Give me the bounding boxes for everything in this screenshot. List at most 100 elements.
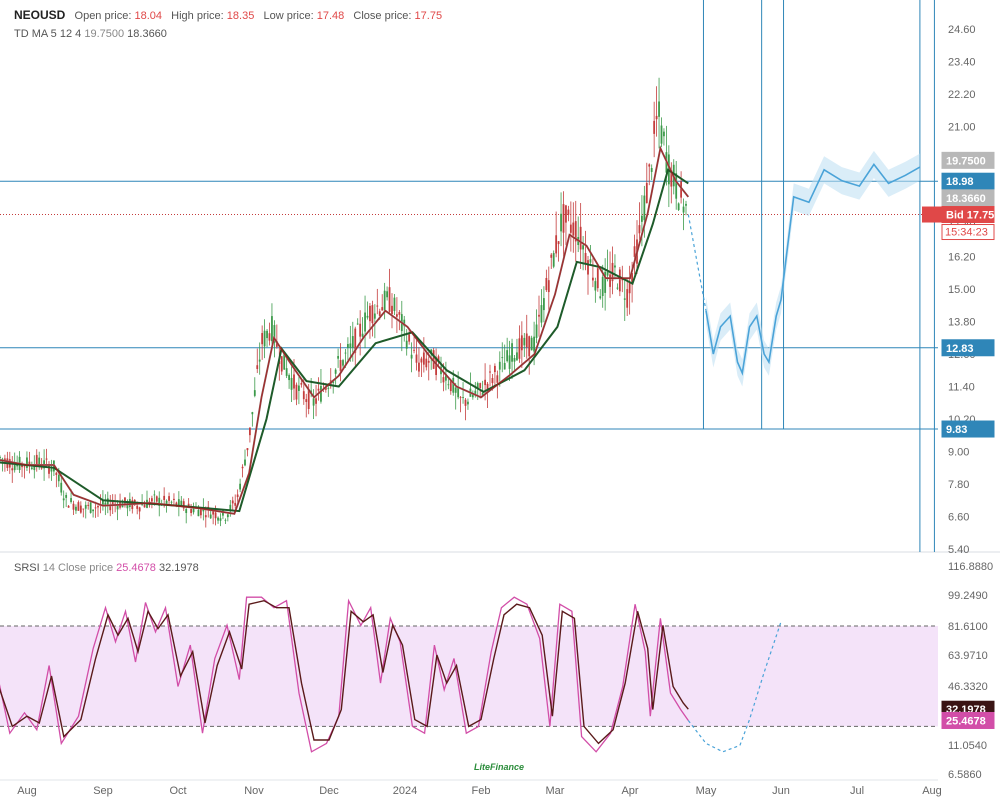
srsi-tag: 25.4678: [946, 715, 986, 727]
candle-body: [518, 338, 521, 359]
candle-body: [177, 499, 180, 507]
candle-body: [214, 512, 217, 519]
candle-body: [354, 328, 357, 353]
candle-body: [616, 287, 619, 289]
candle-body: [601, 276, 604, 297]
candle-body: [459, 396, 462, 398]
candle-body: [155, 496, 158, 502]
price-tag-bg: [941, 172, 995, 190]
candle-body: [212, 511, 215, 515]
candle-body: [94, 507, 97, 509]
candle-body: [305, 399, 308, 402]
ma-legend-value-2: 18.3660: [127, 28, 167, 40]
ma-legend-label: TD MA 5 12 4: [14, 28, 82, 40]
candle-body: [109, 505, 112, 511]
price-y-tick-label: 22.20: [948, 89, 976, 101]
candle-body: [481, 392, 484, 396]
candle-body: [23, 466, 26, 468]
candle-body: [369, 305, 371, 322]
srsi-y-tick-label: 116.8880: [948, 561, 993, 573]
candle-body: [317, 388, 320, 391]
candle-body: [452, 377, 455, 393]
candle-body: [427, 360, 430, 363]
candle-body: [231, 500, 234, 504]
candle-body: [234, 502, 237, 506]
price-tag-bg: [941, 151, 995, 169]
candle-body: [334, 369, 337, 374]
price-tag: 18.98: [946, 176, 974, 188]
srsi-y-tick-label: 11.0540: [948, 740, 987, 752]
price-tag: 9.83: [946, 424, 967, 436]
candle-body: [503, 362, 506, 370]
candle-body: [574, 221, 577, 242]
candle-body: [496, 375, 499, 383]
candle-body: [271, 316, 273, 342]
srsi-tag-bg: [941, 711, 995, 729]
price-y-tick-label: 23.40: [948, 57, 976, 69]
candle-body: [398, 312, 401, 315]
candle-body: [645, 182, 648, 204]
candle-body: [648, 164, 651, 167]
candle-body: [396, 314, 398, 317]
candle-body: [300, 383, 303, 385]
open-value: 18.04: [134, 10, 162, 22]
srsi-y-tick-label: 63.9710: [948, 650, 988, 662]
candle-body: [550, 254, 553, 258]
candle-body: [13, 464, 16, 471]
candle-body: [185, 509, 188, 514]
x-tick-label: Nov: [244, 785, 264, 797]
candle-body: [405, 340, 408, 349]
candle-body: [584, 252, 587, 265]
candle-body: [376, 305, 379, 307]
candle-body: [62, 498, 65, 501]
candle-body: [474, 390, 477, 395]
price-y-tick-label: 7.80: [948, 479, 969, 491]
candle-body: [356, 323, 359, 325]
srsi-legend: SRSI 14 Close price 25.4678 32.1978: [14, 562, 199, 574]
price-tag-bg: [941, 189, 995, 207]
x-tick-label: Jul: [850, 785, 864, 797]
candle-body: [670, 169, 673, 187]
candle-body: [315, 398, 317, 404]
ma-slow-gray-line: [0, 144, 690, 515]
candle-body: [168, 496, 170, 501]
candle-body: [268, 333, 271, 341]
candle-body: [104, 502, 107, 506]
low-label: Low price:: [263, 10, 314, 22]
open-label: Open price:: [74, 10, 132, 22]
projection-dashed-drop: [687, 214, 707, 311]
candle-body: [285, 368, 288, 376]
srsi-d-line: [0, 599, 689, 745]
ma-fast-line: [0, 145, 689, 515]
candle-body: [594, 281, 597, 291]
price-y-tick-label: 24.60: [948, 24, 976, 36]
candle-body: [491, 378, 494, 384]
candle-body: [273, 325, 276, 343]
candle-body: [337, 356, 339, 359]
close-label: Close price:: [353, 10, 412, 22]
candle-body: [638, 225, 641, 234]
countdown-tag: 15:34:23: [945, 227, 988, 239]
candle-body: [102, 499, 104, 507]
candle-body: [555, 235, 558, 254]
price-tag-bg: [941, 420, 995, 438]
candle-body: [569, 224, 572, 233]
price-y-tick-label: 5.40: [948, 544, 969, 556]
candle-body: [35, 454, 38, 466]
candle-body: [190, 508, 192, 513]
candle-body: [38, 457, 41, 465]
candle-body: [293, 374, 295, 389]
candle-body: [567, 209, 570, 215]
candle-body: [143, 504, 146, 508]
candle-body: [383, 290, 386, 311]
candle-body: [97, 505, 99, 508]
candle-body: [653, 120, 656, 134]
candle-body: [626, 289, 629, 308]
candle-body: [229, 504, 232, 512]
candle-body: [614, 265, 616, 268]
candle-body: [332, 380, 335, 383]
price-y-tick-label: 9.00: [948, 447, 969, 459]
candle-body: [391, 305, 393, 315]
candle-body: [57, 474, 60, 482]
